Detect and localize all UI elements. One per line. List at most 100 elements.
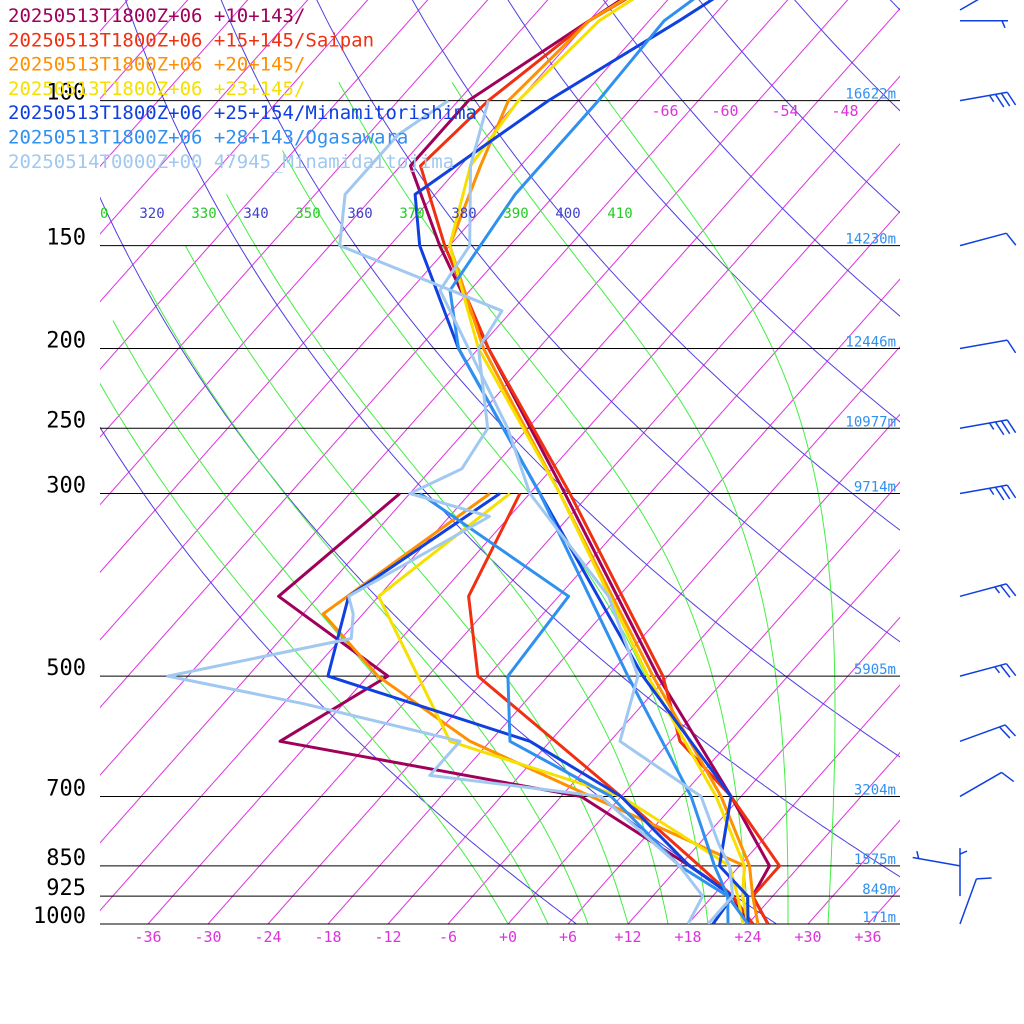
wind-barb <box>959 0 1002 11</box>
theta-label: 340 <box>243 206 268 222</box>
upper-temperature-labels: -66 -60 -54 -48 <box>651 102 858 120</box>
wind-barb <box>959 91 1017 108</box>
theta-label: 360 <box>347 206 372 222</box>
moist-adiabat-line <box>184 245 629 924</box>
isotherm-line <box>928 0 1024 924</box>
x-tick-label: +36 <box>854 928 881 946</box>
temperature-profile <box>448 0 750 924</box>
moist-adiabat-line <box>112 320 549 924</box>
legend-entry: 20250513T1800Z+06 +25+154/Minamitorishim… <box>8 102 477 124</box>
theta-label: 400 <box>555 206 580 222</box>
dry-adiabat-line <box>411 0 900 531</box>
height-label: 171m <box>862 910 896 926</box>
wind-barb <box>959 662 1017 678</box>
x-tick-label: +18 <box>674 928 701 946</box>
isotherm-line <box>100 0 489 438</box>
wind-barb <box>959 583 1017 598</box>
upper-temp-label: -66 <box>651 102 678 120</box>
wind-barb <box>959 232 1017 247</box>
temperature-profile <box>448 0 760 924</box>
isotherm-line <box>100 0 369 303</box>
x-tick-label: +24 <box>734 928 761 946</box>
isotherm-line <box>100 0 789 776</box>
pressure-label: 200 <box>46 328 86 353</box>
legend-entry: 20250513T1800Z+06 +15+145/Saipan <box>8 29 374 51</box>
wind-barbs <box>912 0 1017 925</box>
theta-label: 380 <box>451 206 476 222</box>
x-tick-label: -18 <box>314 928 341 946</box>
pressure-label: 700 <box>46 776 86 801</box>
x-tick-label: -12 <box>374 928 401 946</box>
dewpoint-profile <box>377 492 745 924</box>
x-tick-label: -30 <box>194 928 221 946</box>
sounding-series <box>166 0 781 924</box>
isotherm-line <box>567 548 900 924</box>
x-tick-label: -36 <box>134 928 161 946</box>
isotherm-line <box>447 413 900 924</box>
isotherm-line <box>100 0 729 709</box>
pressure-label: 150 <box>46 226 86 251</box>
legend-entry: 20250513T1800Z+06 +23+145/ <box>8 78 305 100</box>
isotherm-line <box>988 0 1024 924</box>
x-tick-label: -6 <box>439 928 457 946</box>
pressure-label: 250 <box>46 408 86 433</box>
pressure-label: 1000 <box>33 904 86 929</box>
temperature-profile <box>438 100 735 924</box>
isotherm-line <box>387 346 900 924</box>
x-axis-ticks: -36 -30 -24 -18 -12 -6 +0 +6 +12 +18 +24 +30 +36 <box>134 928 881 946</box>
dry-adiabat-line <box>507 0 900 423</box>
wind-barb <box>959 484 1017 501</box>
legend: 20250513T1800Z+06 +10+143/20250513T1800Z… <box>8 5 477 173</box>
wind-barb <box>959 339 1017 354</box>
dry-adiabat-line <box>889 0 900 11</box>
wind-barb <box>959 877 992 925</box>
theta-label: 0 <box>100 206 108 222</box>
theta-labels: 0 320 330 340 350 360 370 380 390 400 410 <box>100 206 633 222</box>
x-tick-label: +12 <box>614 928 641 946</box>
moist-adiabat-line <box>149 290 589 924</box>
dry-adiabat-line <box>316 0 900 643</box>
dry-adiabat-line <box>125 0 900 878</box>
theta-label: 330 <box>191 206 216 222</box>
legend-entry: 20250514T0000Z+00 47945_Minamidaitojima <box>8 151 454 173</box>
dry-adiabat-line <box>100 426 577 924</box>
theta-label: 320 <box>139 206 164 222</box>
dewpoint-profile <box>166 99 705 924</box>
dewpoint-profile <box>419 492 730 924</box>
isotherm-line <box>100 0 189 100</box>
pressure-label: 925 <box>46 876 86 901</box>
upper-temp-label: -60 <box>711 102 738 120</box>
isotherm-line <box>267 210 900 924</box>
height-label: 3204m <box>854 782 896 798</box>
x-tick-label: +6 <box>559 928 577 946</box>
legend-entry: 20250513T1800Z+06 +20+145/ <box>8 54 305 76</box>
dry-adiabat-line <box>220 0 900 758</box>
pressure-label: 500 <box>46 656 86 681</box>
theta-label: 370 <box>399 206 424 222</box>
x-tick-label: -24 <box>254 928 281 946</box>
isotherm-line <box>627 616 900 924</box>
isotherm-line <box>100 0 249 168</box>
isotherm-line <box>100 0 309 235</box>
height-label: 849m <box>862 882 896 898</box>
isotherm-line <box>100 0 669 641</box>
isotherm-line <box>507 481 900 924</box>
theta-label: 390 <box>503 206 528 222</box>
height-label: 16622m <box>845 87 896 103</box>
moist-adiabat-line <box>100 382 509 924</box>
isotherm-line <box>807 819 900 924</box>
wind-barb <box>912 851 961 867</box>
x-tick-label: +30 <box>794 928 821 946</box>
x-tick-label: +0 <box>499 928 517 946</box>
isotherm-line <box>747 751 900 924</box>
moist-adiabat-line <box>226 194 669 924</box>
pressure-label: 100 <box>46 81 86 106</box>
upper-temp-label: -48 <box>831 102 858 120</box>
height-label: 14230m <box>845 232 896 248</box>
isotherm-line <box>327 278 900 924</box>
dry-adiabat-line <box>698 0 900 214</box>
legend-entry: 20250513T1800Z+06 +10+143/ <box>8 5 305 27</box>
isotherm-line <box>100 0 429 371</box>
wind-barb <box>959 724 1017 743</box>
